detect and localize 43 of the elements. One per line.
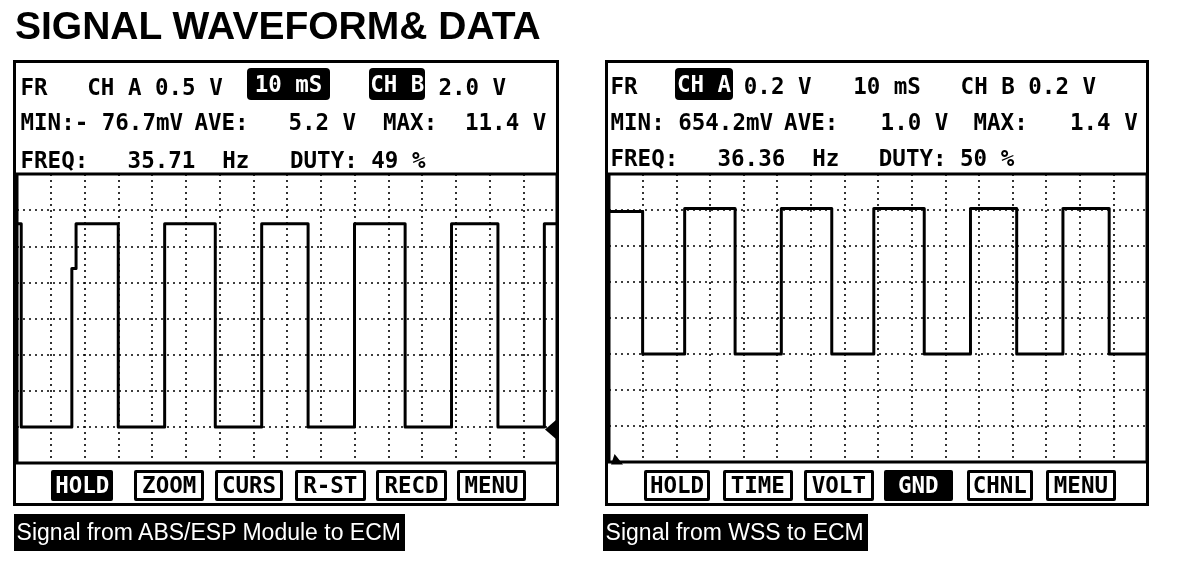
highlight-box: 10 mS: [246, 68, 331, 101]
text: CH B 0.2 V: [960, 73, 1097, 100]
button-frame: TIME: [722, 470, 793, 501]
button-frame: HOLD: [51, 470, 114, 501]
caption-box: Signal from WSS to ECM: [602, 514, 868, 551]
button-frame: RECD: [376, 470, 447, 501]
button-frame: HOLD: [644, 470, 710, 501]
text: 10 mS: [853, 73, 921, 100]
text: 0.2 V: [743, 73, 812, 100]
text: FR: [20, 74, 48, 100]
text: 1.4 V: [1070, 108, 1138, 135]
highlight-box: CH A: [675, 68, 733, 100]
text: FR: [610, 73, 638, 100]
text: 36.36: [717, 145, 786, 172]
text: Hz: [812, 145, 840, 172]
text: FREQ:: [20, 147, 89, 174]
text: MAX:: [383, 109, 438, 136]
button-frame: CHNL: [966, 470, 1033, 501]
text: CH A 0.5 V: [87, 74, 223, 100]
text: 11.4 V: [465, 109, 547, 136]
button-frame: MENU: [457, 470, 526, 501]
button-frame: R-ST: [294, 470, 366, 501]
text: MIN: 654.2mV: [610, 108, 774, 135]
text: MAX:: [973, 108, 1028, 135]
text: Hz: [222, 147, 250, 174]
text: FREQ:: [610, 145, 679, 172]
button-frame: VOLT: [804, 470, 874, 501]
button-frame: ZOOM: [134, 470, 204, 501]
button-frame: GND: [883, 470, 953, 501]
text: AVE:: [194, 109, 249, 136]
text: 2.0 V: [438, 74, 507, 100]
highlight-box: CH B: [369, 68, 426, 101]
button-frame: CURS: [215, 470, 283, 501]
button-frame: MENU: [1045, 470, 1116, 501]
text: 5.2 V: [288, 109, 357, 136]
text: 35.71: [127, 147, 196, 174]
text: AVE:: [784, 108, 839, 135]
text: DUTY: 49 %: [290, 147, 426, 174]
text: DUTY: 50 %: [878, 145, 1015, 172]
text: MIN:- 76.7mV: [20, 109, 184, 136]
caption-box: Signal from ABS/ESP Module to ECM: [13, 514, 405, 551]
chart-title: SIGNAL WAVEFORM& DATA: [15, 4, 541, 47]
text: 1.0 V: [880, 108, 949, 135]
